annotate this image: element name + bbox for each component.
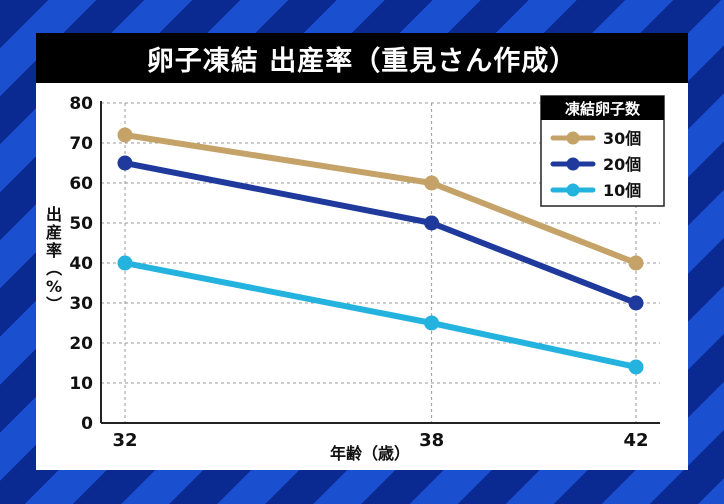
axes	[100, 101, 660, 424]
y-axis-label-char: （	[44, 260, 63, 276]
data-point	[628, 255, 644, 271]
tick-labels: 0 10 20 30 40 50 60 70 80 32 38 42	[69, 94, 648, 451]
y-axis-label-char: %	[46, 277, 62, 296]
x-axis-label: 年齢（歳）	[330, 444, 410, 463]
legend-title: 凍結卵子数	[565, 100, 641, 118]
series-lines	[117, 127, 644, 375]
y-tick-label: 50	[69, 214, 93, 234]
data-point	[424, 175, 440, 191]
y-axis-label-char: 率	[46, 241, 62, 260]
legend-swatch-marker	[566, 157, 580, 171]
y-axis-label-char: 産	[46, 223, 62, 242]
data-point	[628, 295, 644, 311]
x-tick-label: 32	[112, 430, 137, 451]
y-tick-label: 30	[69, 294, 93, 314]
y-tick-label: 0	[81, 414, 93, 434]
data-point	[117, 255, 133, 271]
data-point	[424, 315, 440, 331]
x-tick-label: 42	[623, 430, 648, 451]
data-point	[424, 215, 440, 231]
legend: 凍結卵子数 30個 20個 10個	[540, 95, 665, 207]
legend-swatch-marker	[566, 131, 580, 145]
series-line-2	[122, 260, 639, 370]
legend-entry-label: 30個	[603, 129, 641, 148]
legend-entry-label: 10個	[603, 181, 641, 200]
legend-title-bg	[541, 96, 664, 120]
y-tick-label: 70	[69, 134, 93, 154]
y-axis-label: 出産率（%）	[44, 205, 63, 312]
data-point	[117, 127, 133, 143]
legend-swatch-marker	[566, 183, 580, 197]
y-tick-label: 20	[69, 334, 93, 354]
legend-entry-label: 20個	[603, 155, 641, 174]
x-tick-label: 38	[419, 430, 444, 451]
chart-title: 卵子凍結 出産率（重見さん作成）	[36, 33, 688, 83]
y-axis-label-char: ）	[44, 296, 63, 312]
y-tick-label: 60	[69, 174, 93, 194]
y-axis-label-char: 出	[46, 205, 62, 224]
y-tick-label: 40	[69, 254, 93, 274]
data-point	[628, 359, 644, 375]
data-point	[117, 155, 133, 171]
y-tick-label: 80	[69, 94, 93, 114]
y-tick-label: 10	[69, 374, 93, 394]
